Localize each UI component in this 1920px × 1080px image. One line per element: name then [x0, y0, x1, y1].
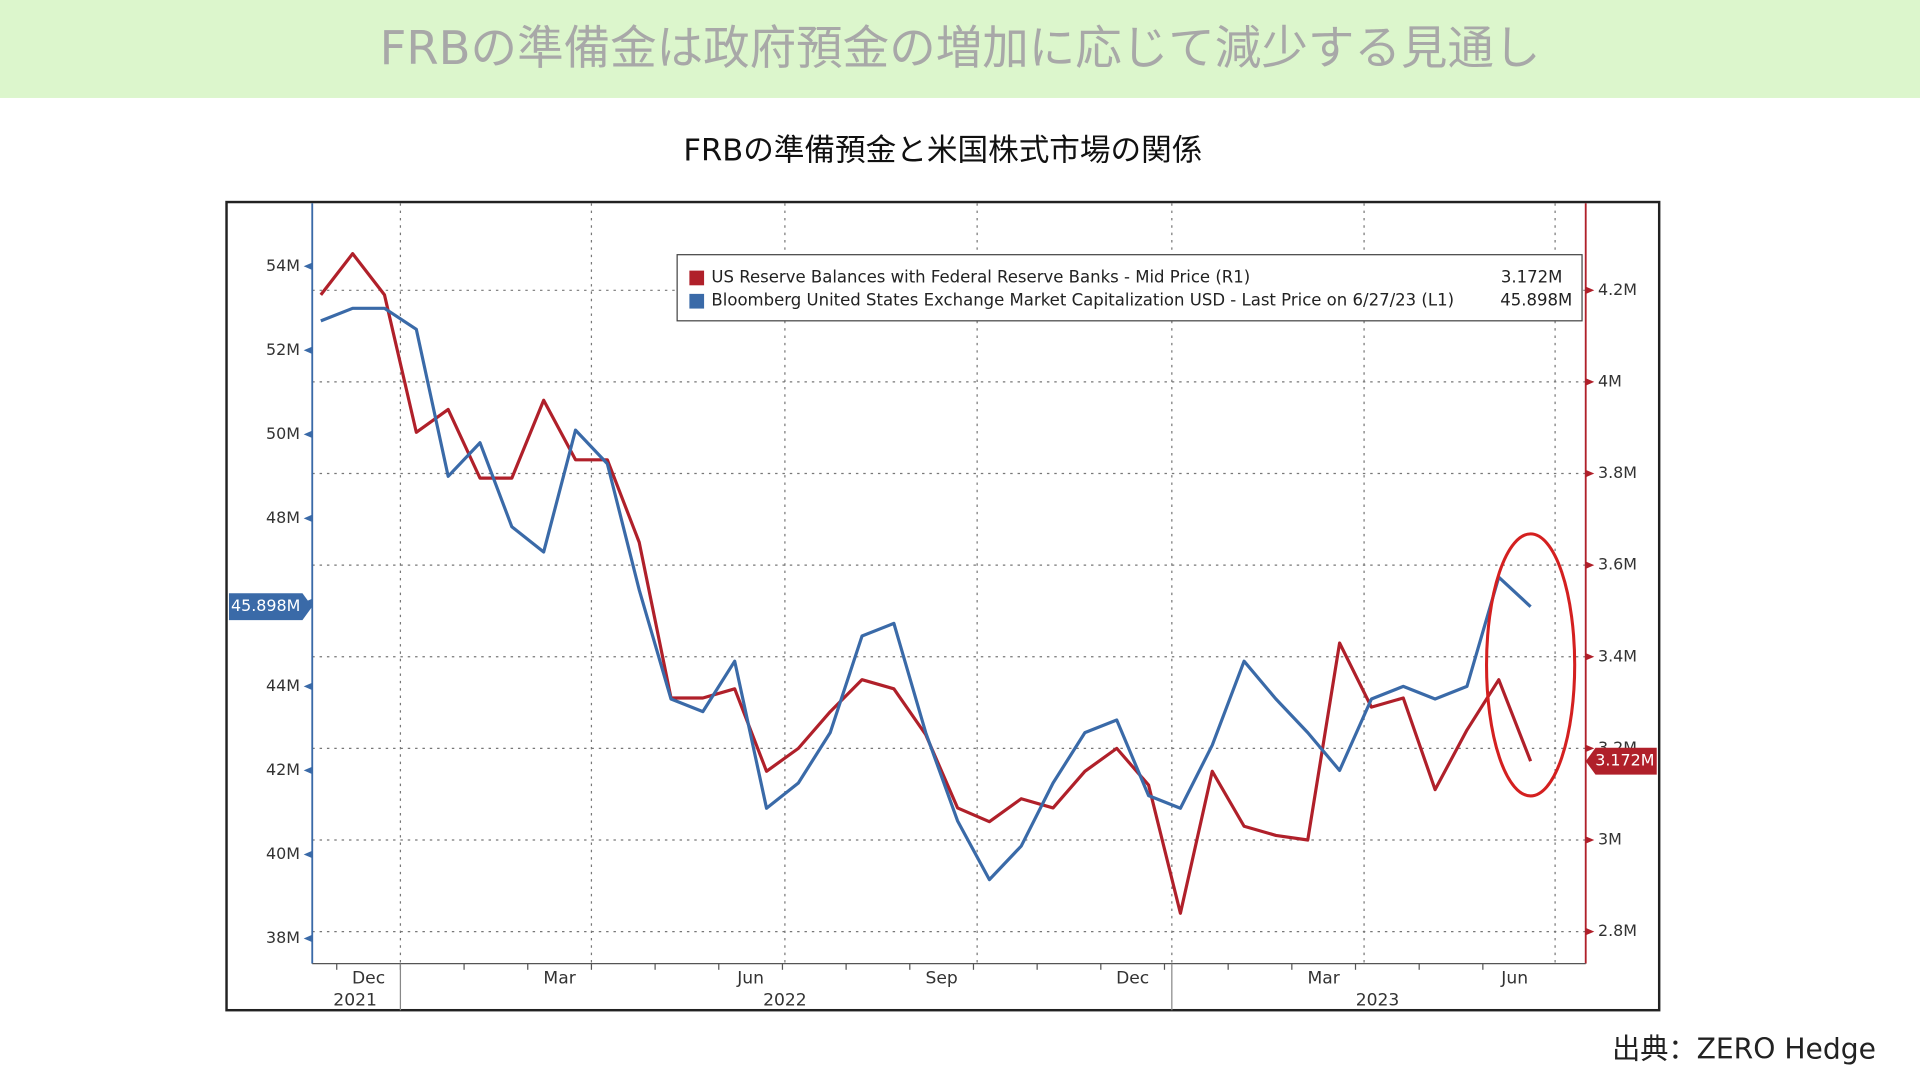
source: 出典：ZERO Hedge: [1612, 1033, 1876, 1066]
y2-tick-label: 3.4M: [1598, 646, 1637, 665]
x-tick-label: Mar: [1308, 968, 1341, 988]
y-tick-label: 50M: [266, 424, 300, 443]
y-tick: [303, 514, 313, 523]
value-tag-label: 45.898M: [231, 596, 300, 615]
y2-tick: [1585, 653, 1595, 661]
legend-value: 45.898M: [1500, 291, 1572, 310]
legend-swatch: [689, 270, 705, 286]
x-tick-label: Dec: [1116, 968, 1149, 988]
plot: 2.8M3M3.2M3.4M3.6M3.8M4M4.2M38M40M42M44M…: [228, 203, 1657, 1010]
year-label: 2023: [1356, 990, 1400, 1010]
y-tick: [303, 682, 313, 691]
slide-title: FRBの準備金は政府預金の増加に応じて減少する見通し: [380, 21, 1541, 75]
x-tick-label: Dec: [352, 968, 385, 988]
y-tick-label: 44M: [266, 676, 300, 695]
y-tick: [303, 430, 313, 439]
title-banner: [0, 0, 1920, 98]
y2-tick-label: 3.6M: [1598, 555, 1637, 574]
series-line: [320, 306, 1532, 882]
chart-title: FRBの準備預金と米国株式市場の関係: [683, 133, 1202, 168]
y2-tick: [1585, 927, 1595, 936]
value-tag: [1585, 747, 1657, 775]
legend-value: 3.172M: [1501, 267, 1563, 286]
y-tick: [303, 934, 313, 943]
legend-box: [676, 254, 1583, 322]
y2-tick: [1585, 469, 1595, 478]
y-tick-label: 42M: [266, 760, 300, 779]
chart-frame: [225, 200, 1661, 1012]
y2-tick: [1585, 378, 1595, 386]
legend-swatch: [689, 293, 705, 309]
y-tick-label: 52M: [266, 340, 300, 359]
year-label: 2021: [333, 990, 377, 1010]
value-tag: [228, 593, 313, 621]
x-tick-label: Mar: [543, 968, 576, 988]
y2-tick-label: 2.8M: [1598, 921, 1637, 940]
legend-label: Bloomberg United States Exchange Market …: [711, 291, 1454, 310]
y2-tick-label: 3M: [1598, 829, 1622, 848]
y-tick: [303, 766, 313, 775]
x-tick-label: Jun: [736, 968, 764, 988]
year-label: 2022: [763, 990, 807, 1010]
y2-tick: [1585, 744, 1595, 753]
x-tick-label: Sep: [925, 968, 957, 988]
y2-tick-label: 4.2M: [1598, 280, 1637, 299]
x-tick-label: Jun: [1500, 968, 1528, 988]
legend-label: US Reserve Balances with Federal Reserve…: [711, 267, 1250, 286]
y-tick: [303, 850, 313, 859]
y-tick: [303, 262, 313, 270]
y2-tick-label: 4M: [1598, 371, 1622, 390]
y-tick: [303, 346, 313, 354]
y2-tick: [1585, 561, 1595, 569]
y-tick-label: 40M: [266, 844, 300, 863]
y-tick-label: 54M: [266, 256, 300, 275]
y-tick-label: 48M: [266, 508, 300, 527]
y2-tick: [1585, 286, 1595, 294]
highlight-circle: [1485, 532, 1577, 798]
value-tag-label: 3.172M: [1595, 751, 1654, 770]
y-tick-label: 38M: [266, 928, 300, 947]
y2-tick-label: 3.8M: [1598, 463, 1637, 482]
y2-tick: [1585, 836, 1595, 844]
